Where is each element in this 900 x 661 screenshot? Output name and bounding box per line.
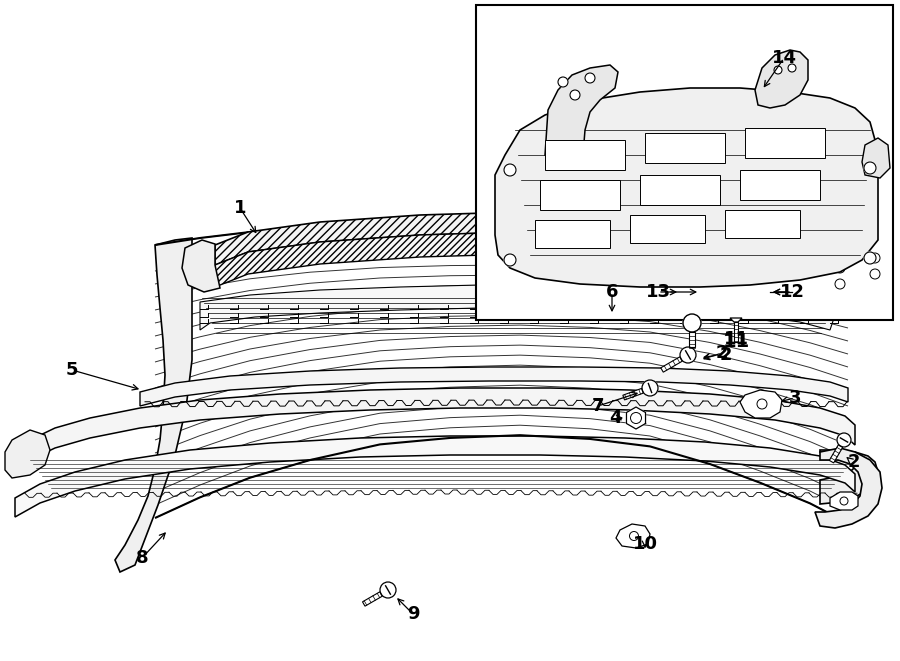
Text: 14: 14 bbox=[771, 49, 796, 67]
Text: 9: 9 bbox=[407, 605, 419, 623]
Circle shape bbox=[585, 73, 595, 83]
Circle shape bbox=[864, 252, 876, 264]
Circle shape bbox=[788, 64, 796, 72]
Circle shape bbox=[757, 399, 767, 409]
Text: 3: 3 bbox=[788, 389, 801, 407]
Circle shape bbox=[642, 380, 658, 396]
Bar bbox=[645, 133, 725, 163]
Text: 2: 2 bbox=[716, 344, 728, 362]
Circle shape bbox=[870, 253, 880, 263]
Circle shape bbox=[680, 347, 696, 363]
Bar bbox=[640, 175, 720, 205]
Polygon shape bbox=[215, 232, 855, 287]
Circle shape bbox=[558, 77, 568, 87]
Circle shape bbox=[504, 164, 516, 176]
Circle shape bbox=[870, 269, 880, 279]
Polygon shape bbox=[495, 88, 878, 287]
Polygon shape bbox=[140, 367, 848, 406]
Circle shape bbox=[864, 162, 876, 174]
Polygon shape bbox=[734, 322, 738, 342]
Bar bbox=[540, 180, 620, 210]
Polygon shape bbox=[115, 238, 192, 572]
Polygon shape bbox=[730, 318, 742, 322]
Polygon shape bbox=[623, 389, 644, 400]
Circle shape bbox=[504, 254, 516, 266]
Polygon shape bbox=[830, 492, 858, 510]
Circle shape bbox=[631, 412, 642, 424]
Polygon shape bbox=[15, 436, 855, 517]
Polygon shape bbox=[829, 445, 842, 463]
Bar bbox=[545, 140, 625, 170]
Text: 2: 2 bbox=[720, 346, 733, 364]
Text: 13: 13 bbox=[645, 283, 670, 301]
Polygon shape bbox=[200, 285, 835, 330]
Bar bbox=[630, 215, 705, 243]
Circle shape bbox=[840, 497, 848, 505]
Text: 5: 5 bbox=[66, 361, 78, 379]
Polygon shape bbox=[815, 448, 882, 528]
Bar bbox=[745, 128, 825, 158]
Polygon shape bbox=[215, 212, 855, 265]
Polygon shape bbox=[5, 430, 50, 478]
Text: 6: 6 bbox=[606, 283, 618, 301]
Circle shape bbox=[835, 279, 845, 289]
Polygon shape bbox=[661, 357, 682, 372]
Text: 11: 11 bbox=[723, 332, 750, 351]
Polygon shape bbox=[545, 65, 618, 155]
Polygon shape bbox=[363, 592, 382, 606]
Polygon shape bbox=[689, 332, 695, 347]
Text: 11: 11 bbox=[724, 330, 749, 348]
Bar bbox=[535, 220, 610, 248]
Text: 10: 10 bbox=[633, 535, 658, 553]
Polygon shape bbox=[616, 524, 650, 548]
Text: 4: 4 bbox=[608, 409, 621, 427]
Circle shape bbox=[837, 433, 851, 447]
Polygon shape bbox=[862, 138, 890, 178]
Circle shape bbox=[683, 314, 701, 332]
Circle shape bbox=[380, 582, 396, 598]
Text: 8: 8 bbox=[136, 549, 149, 567]
Circle shape bbox=[835, 245, 845, 255]
Circle shape bbox=[570, 90, 580, 100]
Polygon shape bbox=[30, 388, 855, 460]
Circle shape bbox=[774, 66, 782, 74]
Bar bbox=[725, 210, 800, 238]
Bar bbox=[740, 170, 820, 200]
Polygon shape bbox=[626, 407, 645, 429]
Text: 7: 7 bbox=[592, 397, 604, 415]
Bar bbox=[476, 5, 893, 320]
Text: 12: 12 bbox=[779, 283, 805, 301]
Polygon shape bbox=[182, 240, 220, 292]
Polygon shape bbox=[740, 390, 782, 418]
Circle shape bbox=[835, 263, 845, 273]
Polygon shape bbox=[820, 228, 892, 295]
Circle shape bbox=[629, 531, 638, 541]
Text: 2: 2 bbox=[848, 453, 860, 471]
Polygon shape bbox=[755, 50, 808, 108]
Text: 1: 1 bbox=[234, 199, 247, 217]
Polygon shape bbox=[820, 450, 878, 504]
